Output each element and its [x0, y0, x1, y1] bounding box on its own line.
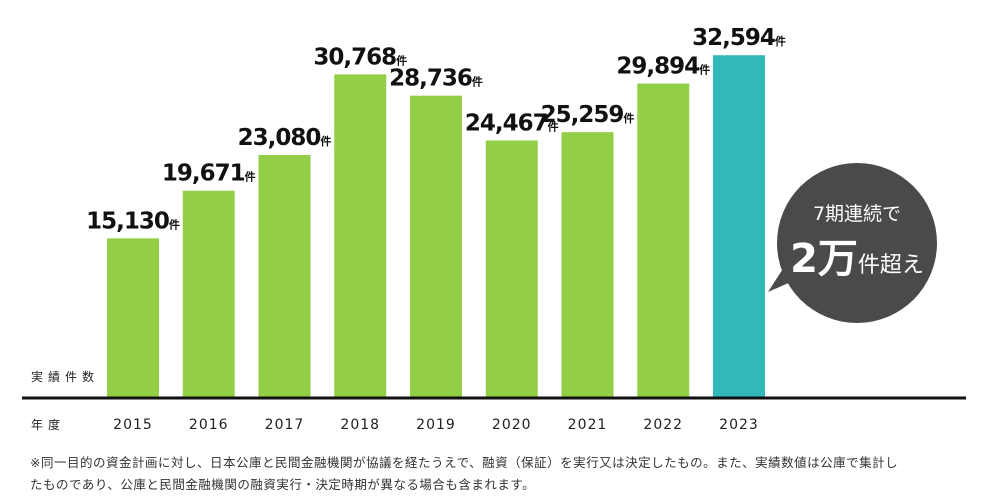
x-tick-2016: 2016 — [189, 417, 229, 433]
x-tick-2015: 2015 — [113, 417, 153, 433]
x-tick-2019: 2019 — [416, 417, 456, 433]
callout-big-text: 2万 — [790, 236, 858, 282]
footnote-line1: ※同一目的の資金計画に対し、日本公庫と民間金融機関が協議を経たうえで、融資（保証… — [30, 455, 899, 470]
y-axis-label: 実績件数 — [31, 369, 99, 384]
bar-2020 — [485, 140, 538, 397]
x-tick-2023: 2023 — [719, 417, 759, 433]
value-label-2018: 30,768件 — [313, 44, 407, 70]
value-label-2015: 15,130件 — [86, 208, 180, 234]
x-axis-label: 年度 — [31, 417, 65, 432]
value-label-2016: 19,671件 — [162, 161, 256, 187]
footnote-line2: たものであり、公庫と民間金融機関の融資実行・決定時期が異なる場合も含まれます。 — [30, 477, 536, 492]
value-label-2017: 23,080件 — [238, 125, 332, 151]
callout-line1: 7期連続で — [813, 203, 901, 225]
bar-2015 — [107, 238, 159, 397]
x-tick-2021: 2021 — [568, 417, 608, 433]
callout-bubble: 7期連続で 2万件超え — [768, 163, 937, 323]
bar-2017 — [258, 154, 311, 397]
bar-2022 — [637, 83, 690, 398]
callout-small-text: 件超え — [858, 253, 924, 278]
bar-2018 — [334, 74, 387, 397]
bars-group — [107, 55, 765, 398]
value-label-2019: 28,736件 — [389, 66, 483, 92]
footnote: ※同一目的の資金計画に対し、日本公庫と民間金融機関が協議を経たうえで、融資（保証… — [30, 452, 970, 496]
value-label-2020: 24,467件 — [465, 110, 559, 136]
value-label-2023: 32,594件 — [692, 25, 786, 51]
x-tick-2022: 2022 — [643, 417, 683, 433]
bar-2016 — [182, 190, 235, 397]
value-label-2022: 29,894件 — [616, 54, 710, 80]
x-tick-2017: 2017 — [265, 417, 305, 433]
callout-bubble-circle — [777, 163, 937, 323]
value-label-2021: 25,259件 — [541, 102, 635, 128]
x-tick-2018: 2018 — [340, 417, 380, 433]
bar-2019 — [410, 95, 462, 397]
bar-2023 — [713, 55, 765, 397]
callout-line2: 2万件超え — [790, 236, 924, 282]
bar-2021 — [561, 132, 614, 397]
x-tick-2020: 2020 — [492, 417, 532, 433]
x-tick-labels-group: 2015 2016 2017 2018 2019 2020 2021 2022 2023 — [113, 417, 759, 433]
